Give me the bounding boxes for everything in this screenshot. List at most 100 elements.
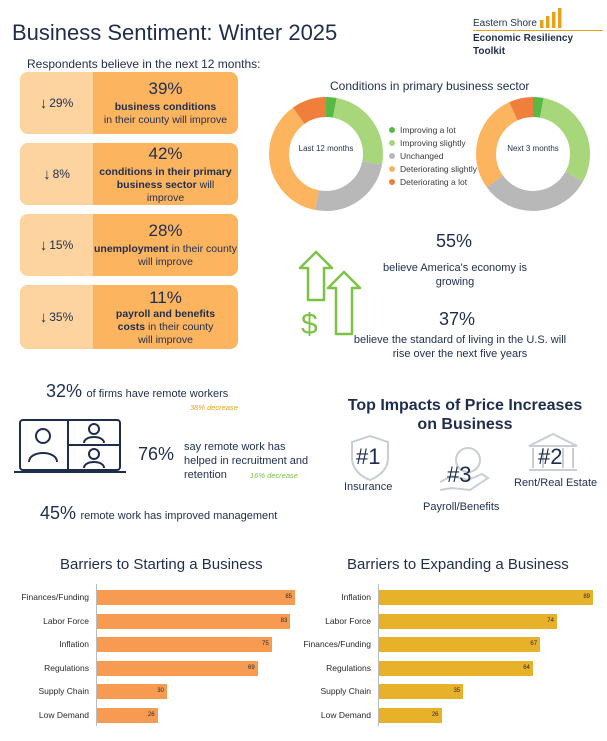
bar-axis-line bbox=[378, 584, 379, 726]
bar-value-label: 26 bbox=[147, 712, 155, 718]
economy-text2: believe the standard of living in the U.… bbox=[353, 334, 567, 360]
logo-line2: Economic Resiliency Toolkit bbox=[473, 30, 603, 58]
bar-value-label: 35 bbox=[453, 688, 461, 695]
down-arrow-icon: ↓ bbox=[39, 308, 48, 326]
remote-text2: say remote work has helped in recruitmen… bbox=[184, 441, 309, 481]
impact-label-2: Rent/Real Estate bbox=[514, 477, 598, 489]
card-text: conditions in their primary business sec… bbox=[93, 166, 238, 205]
logo-bars-icon bbox=[536, 7, 586, 29]
remote-pct1: 32% bbox=[46, 381, 83, 401]
bar-category-label: Regulations bbox=[44, 662, 89, 673]
card-bold: payroll and benefits costs bbox=[115, 307, 216, 333]
donut-slice-unchanged bbox=[269, 97, 383, 211]
bar-category-label: Labor Force bbox=[325, 615, 371, 626]
bar-category-label: Inflation bbox=[341, 592, 371, 602]
sector-chart-title: Conditions in primary business sector bbox=[330, 79, 530, 93]
legend-unchanged: Unchanged bbox=[389, 151, 443, 161]
bar-category-label: Low Demand bbox=[38, 710, 89, 720]
bar-category-label: Low Demand bbox=[320, 710, 371, 720]
bar-labor-force: 74 bbox=[379, 613, 557, 629]
impact-rank-1: #1 bbox=[356, 444, 381, 469]
donut-chart-next-3-months bbox=[476, 97, 590, 211]
donut-chart-last-12-months bbox=[269, 97, 383, 211]
donut-slice-deteriorating-slightly bbox=[269, 97, 383, 211]
bar-category-label: Supply Chain bbox=[38, 686, 89, 697]
legend-dot bbox=[389, 166, 395, 172]
logo: Eastern Shore Economic Resiliency Toolki… bbox=[473, 17, 603, 58]
card-change-value: 35% bbox=[49, 310, 74, 324]
hand-coin-icon bbox=[439, 447, 490, 492]
legend-dot bbox=[389, 127, 395, 133]
legend-dot bbox=[389, 140, 395, 146]
bar-value-label: 64 bbox=[523, 664, 530, 671]
bar-category-label: Supply Chain bbox=[320, 686, 371, 697]
bar-chart-expanding: Inflation 89 Labor Force 74 Finances/Funding… bbox=[290, 584, 607, 728]
legend-dot bbox=[389, 153, 395, 159]
bar-value-label: 89 bbox=[583, 594, 590, 600]
card-pct: 11% bbox=[149, 287, 182, 307]
impacts-title: Top Impacts of Price Increases on Busine… bbox=[347, 397, 583, 433]
expanding-chart-title: Barriers to Expanding a Business bbox=[347, 556, 569, 573]
bar-labor-force: 83 bbox=[97, 613, 291, 629]
remote-pct3: 45% bbox=[40, 503, 77, 523]
donut-slice-improving-slightly bbox=[269, 97, 383, 211]
bar-regulations: 69 bbox=[97, 660, 258, 676]
card-sector-conditions: ↓ 8% 42% conditions in their primary busi… bbox=[20, 143, 238, 205]
card-unemployment: ↓ 15% 28% unemployment in their county wi… bbox=[20, 214, 238, 276]
bar-chart-starting: Finances/Funding 85 Labor Force 83 Inflation… bbox=[0, 584, 300, 728]
bar-low-demand: 26 bbox=[97, 708, 158, 723]
bar-category-label: Inflation bbox=[59, 639, 89, 650]
bar-regulations: 64 bbox=[379, 660, 533, 676]
card-change-value: 15% bbox=[49, 238, 74, 252]
card-pct: 39% bbox=[148, 79, 183, 98]
bar-value-label: 30 bbox=[157, 688, 164, 695]
card-change: ↓ 35% bbox=[20, 285, 93, 349]
card-text: payroll and benefits costs in their coun… bbox=[93, 308, 238, 347]
economy-pct2: 37% bbox=[439, 309, 476, 329]
card-change-value: 29% bbox=[49, 96, 74, 110]
logo-line1: Eastern Shore bbox=[473, 18, 537, 29]
remote-note2: 16% decrease bbox=[250, 471, 298, 480]
svg-text:$: $ bbox=[301, 308, 318, 341]
economy-pct1: 55% bbox=[436, 231, 473, 251]
remote-note1: 38% decrease bbox=[190, 403, 238, 412]
dollar-growth-icon: $ bbox=[298, 250, 362, 341]
legend-label: Improving a lot bbox=[400, 125, 456, 135]
legend-label: Deteriorating a lot bbox=[400, 177, 468, 187]
card-business-conditions: ↓ 29% 39% business conditions in their cou… bbox=[20, 72, 238, 134]
card-change: ↓ 29% bbox=[20, 72, 93, 134]
legend-dot bbox=[389, 179, 395, 185]
impact-label-3: Payroll/Benefits bbox=[423, 501, 500, 513]
bar-value-label: 69 bbox=[248, 664, 255, 671]
card-text: unemployment in their county will improv… bbox=[93, 243, 238, 269]
card-change: ↓ 8% bbox=[20, 143, 93, 205]
impact-rank-2: #2 bbox=[538, 444, 563, 469]
remote-text1: of firms have remote workers bbox=[86, 388, 229, 400]
bar-finances-funding: 85 bbox=[97, 590, 295, 605]
bar-finances-funding: 67 bbox=[379, 637, 541, 653]
bar-value-label: 75 bbox=[262, 641, 269, 648]
donut2-center-label: Next 3 months bbox=[507, 144, 559, 153]
remote-pct2: 76% bbox=[138, 444, 175, 464]
remote-meeting-icon bbox=[14, 419, 126, 473]
donut-slice-improving-slightly bbox=[476, 97, 590, 211]
legend-label: Unchanged bbox=[400, 151, 444, 161]
donut-slice-deteriorating-a-lot bbox=[476, 97, 590, 211]
bar-category-label: Finances/Funding bbox=[21, 592, 89, 602]
card-payroll: ↓ 35% 11% payroll and benefits costs in t… bbox=[20, 285, 238, 349]
legend-label: Deteriorating slightly bbox=[400, 164, 478, 174]
impact-rank-3: #3 bbox=[447, 462, 472, 487]
legend-deteriorating-slightly: Deteriorating slightly bbox=[389, 164, 477, 174]
legend-improving-a-lot: Improving a lot bbox=[389, 125, 456, 135]
bar-value-label: 67 bbox=[530, 641, 538, 648]
card-rest: in their county will improve bbox=[103, 114, 228, 126]
card-rest: in their county will improve bbox=[138, 320, 214, 346]
down-arrow-icon: ↓ bbox=[43, 165, 51, 183]
donut-slice-deteriorating-a-lot bbox=[269, 97, 383, 211]
bar-inflation: 89 bbox=[379, 590, 593, 605]
card-bold: unemployment bbox=[94, 243, 169, 255]
remote-text3: remote work has improved management bbox=[80, 510, 278, 522]
donut-slice-unchanged bbox=[476, 97, 590, 211]
card-body: 11% payroll and benefits costs in their … bbox=[93, 285, 238, 349]
card-body: 28% unemployment in their county will im… bbox=[93, 214, 238, 276]
